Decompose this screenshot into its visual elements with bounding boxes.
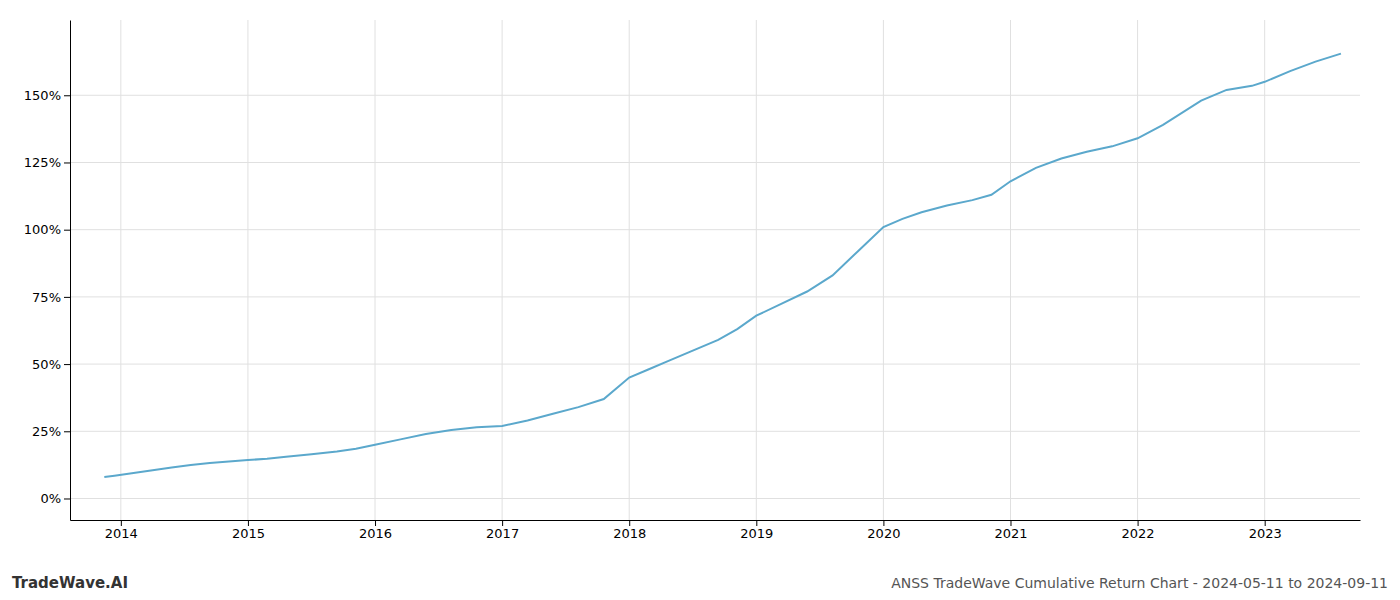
y-tick: 75% [32, 290, 70, 305]
y-tick-mark [64, 162, 70, 163]
x-tick-mark [629, 520, 630, 526]
x-tick: 2022 [1122, 520, 1155, 541]
x-axis: 2014 2015 2016 2017 2018 2019 2020 2021 2022 2023 [71, 520, 1361, 541]
y-tick-mark [64, 498, 70, 499]
y-tick-label: 150% [24, 88, 61, 103]
y-tick-label: 0% [40, 491, 61, 506]
y-grid-line [70, 431, 1360, 432]
y-tick: 25% [32, 424, 70, 439]
y-tick-mark [64, 431, 70, 432]
x-tick-label: 2020 [867, 526, 900, 541]
y-tick-mark [64, 230, 70, 231]
x-axis-line [71, 520, 1361, 521]
y-grid-line [70, 296, 1360, 297]
line [104, 54, 1341, 477]
x-tick-mark [502, 520, 503, 526]
y-grid-line [70, 95, 1360, 96]
y-tick: 150% [24, 88, 70, 103]
x-tick-mark [375, 520, 376, 526]
chart: 2014 2015 2016 2017 2018 2019 2020 2021 2022 2023… [0, 0, 1400, 600]
grid [70, 20, 1360, 520]
y-grid-line [70, 364, 1360, 365]
y-tick-mark [64, 95, 70, 96]
x-tick: 2021 [994, 520, 1027, 541]
title: ANSS TradeWave Cumulative Return Chart -… [891, 575, 1388, 591]
y-axis: 0% 25% 50% 75% 100% 125% 150% [24, 21, 71, 521]
x-tick: 2019 [740, 520, 773, 541]
x-tick-label: 2014 [105, 526, 138, 541]
y-axis-line [70, 21, 71, 521]
y-tick-mark [64, 297, 70, 298]
y-tick: 0% [40, 491, 70, 506]
x-tick-label: 2019 [740, 526, 773, 541]
x-tick-mark [756, 520, 757, 526]
x-tick: 2020 [867, 520, 900, 541]
y-grid-line [70, 498, 1360, 499]
x-tick-mark [1265, 520, 1266, 526]
x-tick-label: 2017 [486, 526, 519, 541]
y-tick-label: 75% [32, 290, 61, 305]
x-tick: 2014 [105, 520, 138, 541]
y-tick-label: 50% [32, 357, 61, 372]
x-tick-mark [1010, 520, 1011, 526]
y-tick-label: 25% [32, 424, 61, 439]
x-tick-label: 2015 [232, 526, 265, 541]
y-tick-label: 100% [24, 222, 61, 237]
y-tick: 50% [32, 357, 70, 372]
plot-area [104, 54, 1341, 477]
watermark: TradeWave.AI [12, 574, 128, 592]
x-tick: 2015 [232, 520, 265, 541]
x-tick: 2017 [486, 520, 519, 541]
x-tick-mark [1138, 520, 1139, 526]
x-tick-label: 2018 [613, 526, 646, 541]
x-tick-label: 2021 [994, 526, 1027, 541]
x-tick: 2023 [1249, 520, 1282, 541]
y-grid-line [70, 229, 1360, 230]
x-tick-mark [883, 520, 884, 526]
x-tick-label: 2016 [359, 526, 392, 541]
y-tick: 125% [24, 155, 70, 170]
y-tick-label: 125% [24, 155, 61, 170]
x-tick-mark [121, 520, 122, 526]
y-grid-line [70, 162, 1360, 163]
x-tick-label: 2023 [1249, 526, 1282, 541]
y-tick-mark [64, 364, 70, 365]
x-tick: 2018 [613, 520, 646, 541]
x-tick-label: 2022 [1122, 526, 1155, 541]
y-tick: 100% [24, 222, 70, 237]
x-tick-mark [248, 520, 249, 526]
x-tick: 2016 [359, 520, 392, 541]
